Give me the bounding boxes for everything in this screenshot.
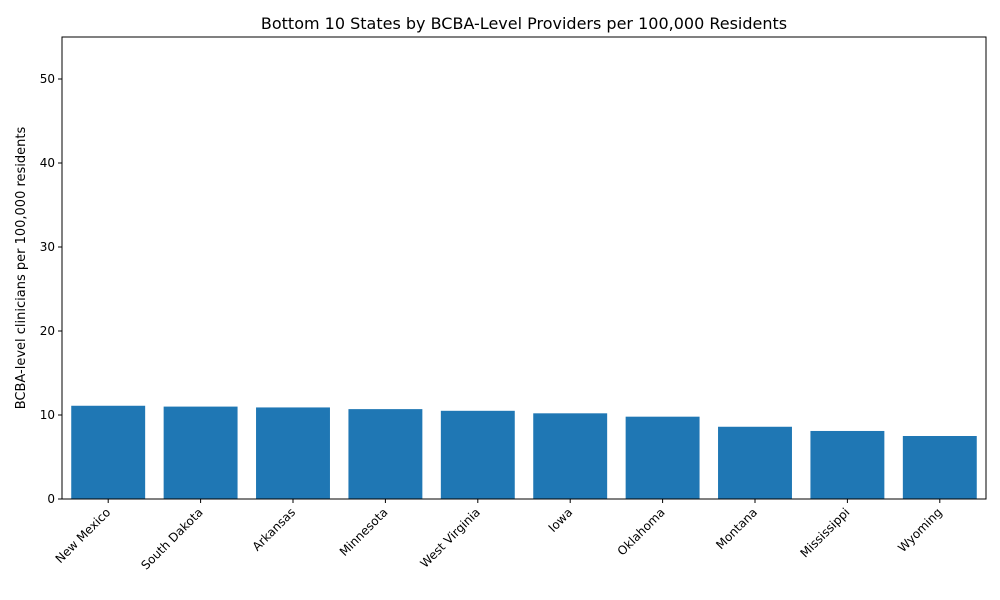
bar-oklahoma xyxy=(625,416,700,499)
y-axis-label: BCBA-level clinicians per 100,000 reside… xyxy=(14,127,29,410)
y-tick-label: 40 xyxy=(40,156,55,170)
bar-mississippi xyxy=(810,430,885,499)
x-tick-label: Mississippi xyxy=(797,505,852,560)
x-tick-label: Montana xyxy=(713,505,760,552)
y-tick-label: 20 xyxy=(40,324,55,338)
bar-south-dakota xyxy=(163,406,238,499)
y-axis: 0 10 20 30 40 50 xyxy=(40,72,62,506)
x-tick-label: New Mexico xyxy=(53,505,114,566)
bar-montana xyxy=(718,426,792,499)
x-tick-label: Oklahoma xyxy=(615,505,668,558)
x-tick-label: Minnesota xyxy=(337,505,391,559)
x-tick-label: Iowa xyxy=(546,505,576,535)
bar-iowa xyxy=(533,413,608,499)
bar-arkansas xyxy=(256,407,330,499)
bar-west-virginia xyxy=(440,410,515,499)
x-tick-label: South Dakota xyxy=(138,505,205,572)
chart-title: Bottom 10 States by BCBA-Level Providers… xyxy=(261,14,787,33)
y-tick-label: 50 xyxy=(40,72,55,86)
bar-minnesota xyxy=(348,409,423,499)
x-tick-label: West Virginia xyxy=(417,505,482,570)
x-tick-label: Wyoming xyxy=(895,505,945,555)
bar-wyoming xyxy=(902,436,977,499)
y-tick-label: 30 xyxy=(40,240,55,254)
bar-new-mexico xyxy=(71,405,146,499)
bars-group xyxy=(71,405,977,499)
plot-frame xyxy=(61,36,987,500)
x-tick-label: Arkansas xyxy=(250,505,299,554)
y-tick-label: 10 xyxy=(40,408,55,422)
y-tick-label: 0 xyxy=(47,492,55,506)
x-axis: New Mexico South Dakota Arkansas Minnesota W… xyxy=(53,499,945,573)
